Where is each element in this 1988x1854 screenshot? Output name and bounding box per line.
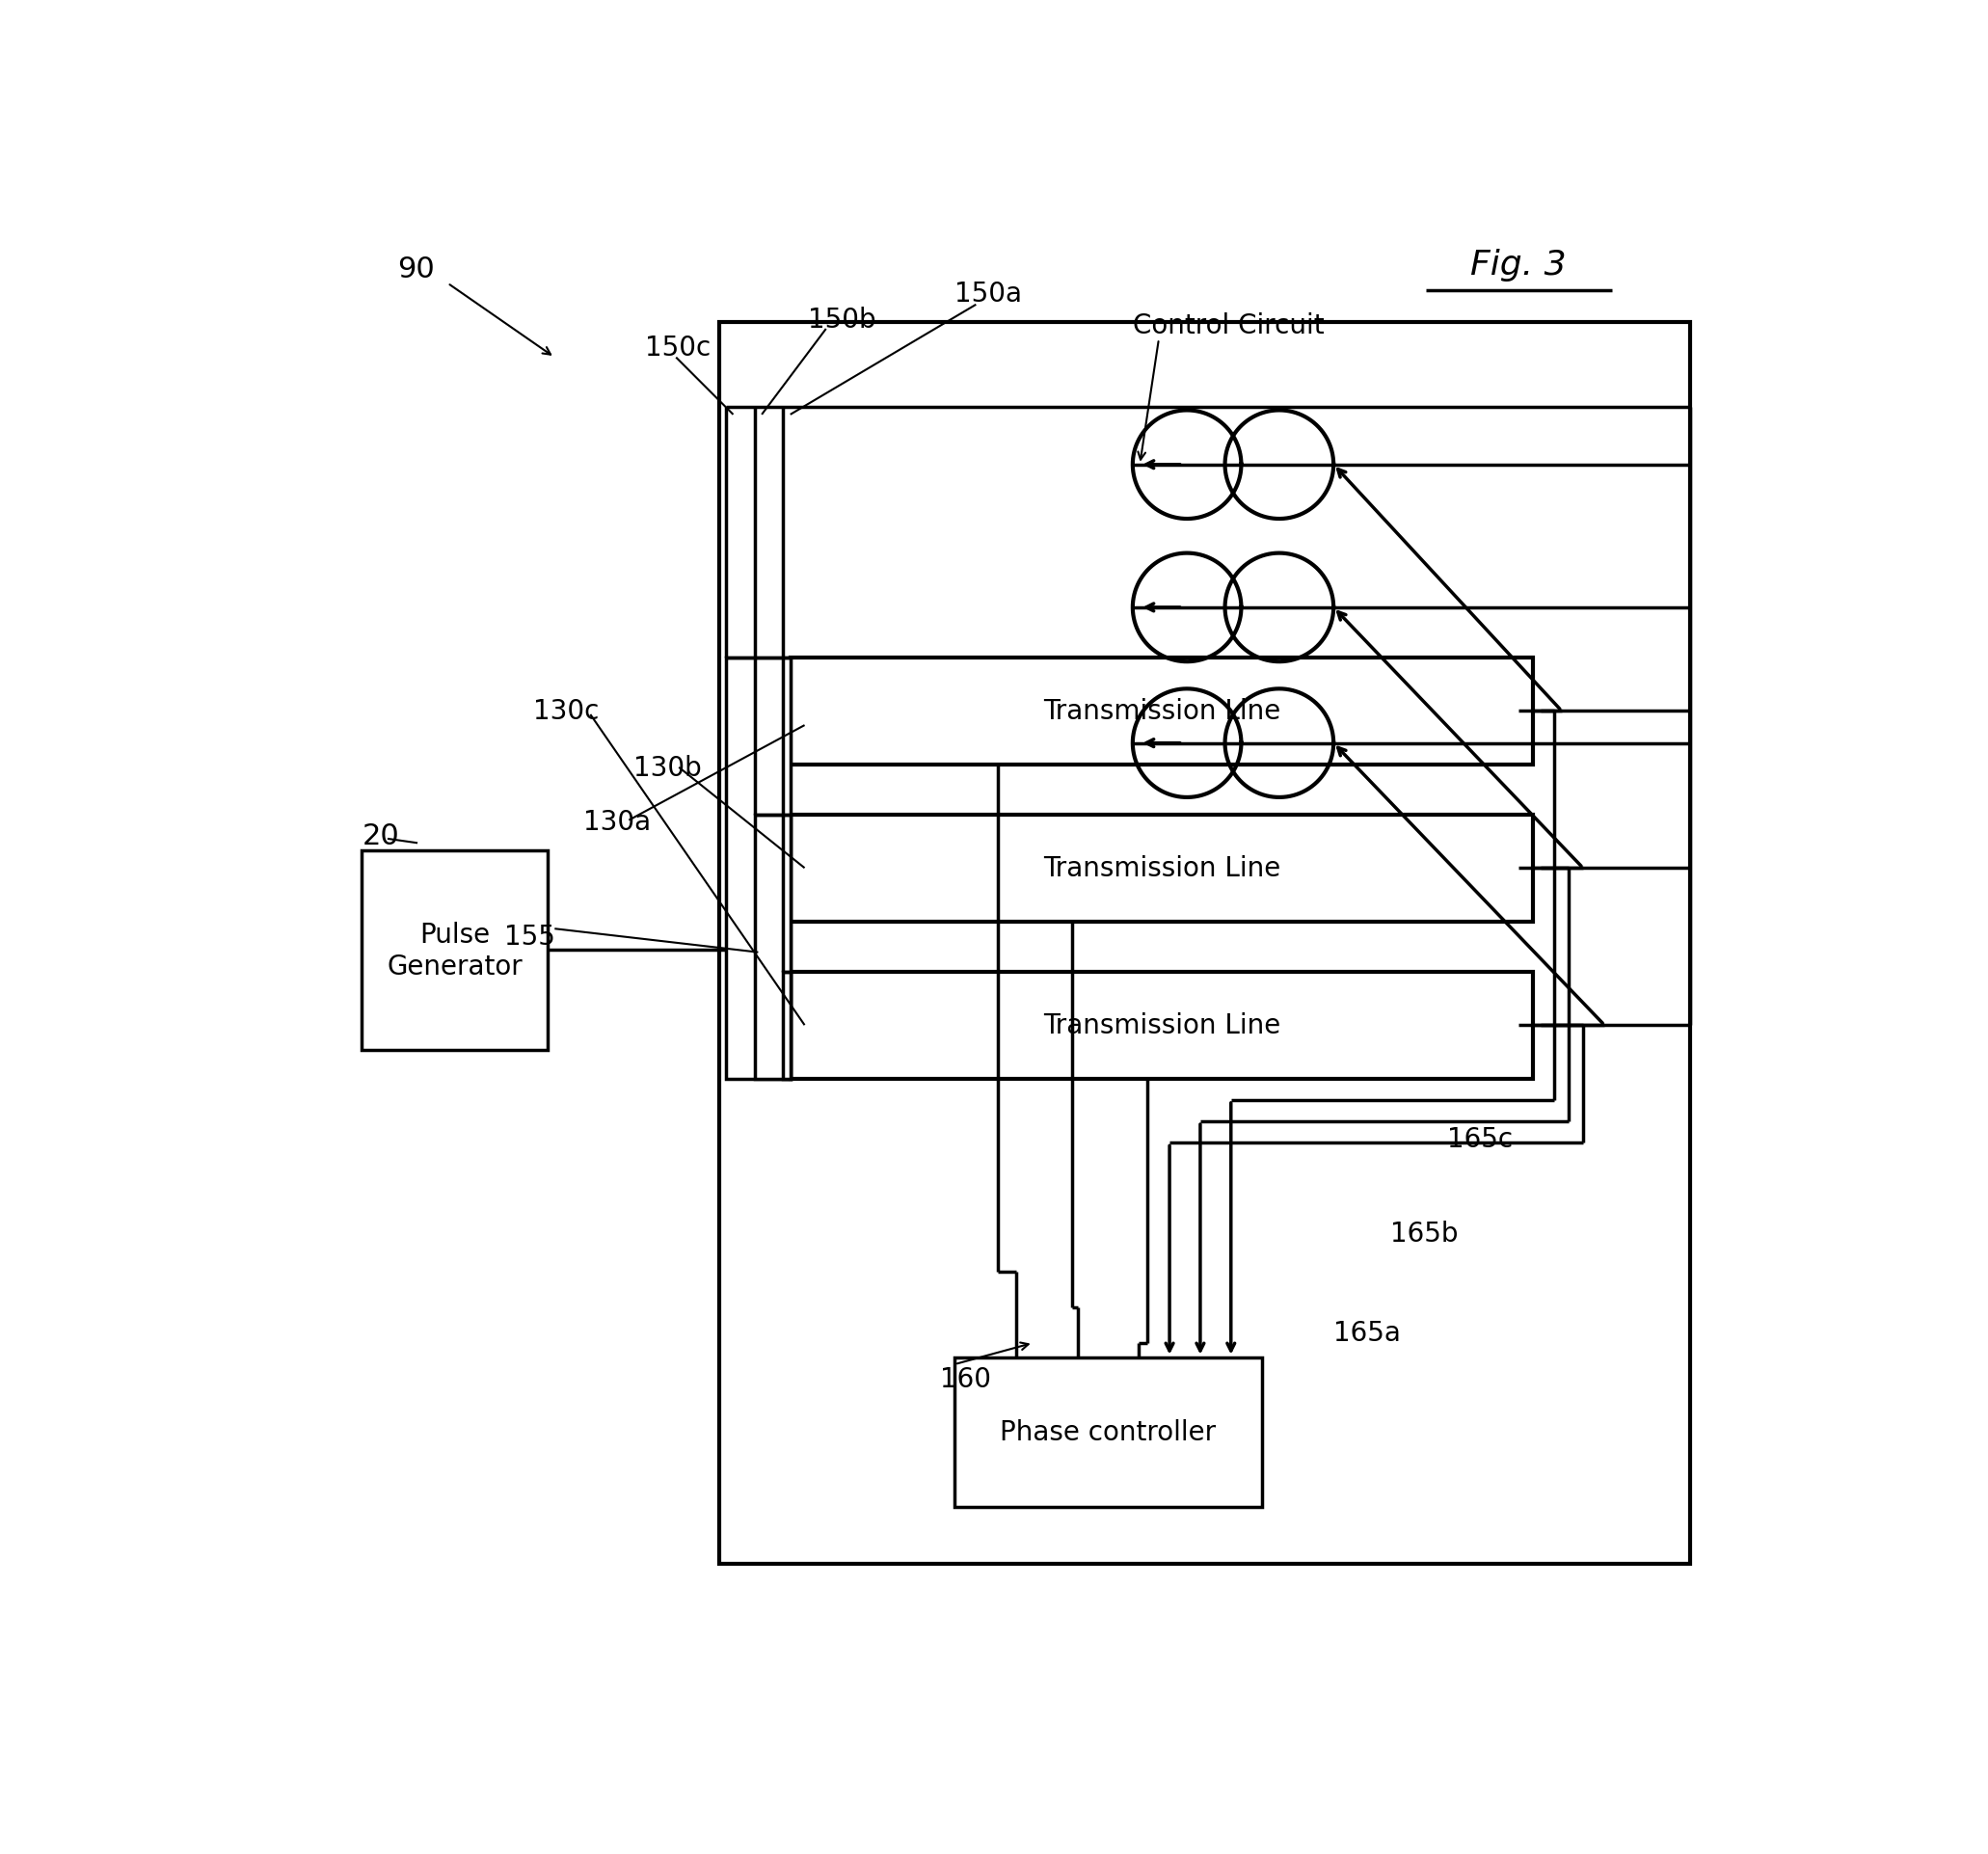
Text: 20: 20 bbox=[362, 823, 400, 851]
Bar bbox=[783, 971, 791, 1079]
Text: 155: 155 bbox=[505, 923, 555, 949]
Bar bbox=[791, 658, 1533, 766]
Bar bbox=[362, 851, 547, 1051]
Text: Transmission Line: Transmission Line bbox=[1044, 697, 1280, 725]
Text: 165a: 165a bbox=[1334, 1320, 1400, 1346]
Bar bbox=[791, 816, 1533, 921]
Text: 150b: 150b bbox=[807, 306, 875, 334]
Text: Transmission Line: Transmission Line bbox=[1044, 855, 1280, 883]
Text: Pulse
Generator: Pulse Generator bbox=[388, 921, 523, 979]
Text: Phase controller: Phase controller bbox=[1000, 1418, 1217, 1446]
Text: 130b: 130b bbox=[634, 755, 702, 781]
Text: 165b: 165b bbox=[1390, 1220, 1457, 1246]
Text: Control Circuit: Control Circuit bbox=[1133, 311, 1324, 339]
Text: 90: 90 bbox=[398, 256, 435, 284]
Text: 160: 160 bbox=[940, 1365, 992, 1392]
Text: Fig. 3: Fig. 3 bbox=[1471, 248, 1567, 282]
Text: Transmission Line: Transmission Line bbox=[1044, 1012, 1280, 1038]
Bar bbox=[791, 971, 1533, 1079]
Bar bbox=[755, 816, 791, 1079]
Text: 150c: 150c bbox=[644, 334, 710, 362]
Text: 165c: 165c bbox=[1447, 1125, 1513, 1153]
Bar bbox=[726, 658, 791, 1079]
Text: 130c: 130c bbox=[533, 697, 598, 725]
Bar bbox=[954, 1357, 1262, 1507]
Text: 150a: 150a bbox=[954, 280, 1022, 308]
Bar bbox=[720, 323, 1690, 1565]
Text: 130a: 130a bbox=[582, 808, 650, 836]
